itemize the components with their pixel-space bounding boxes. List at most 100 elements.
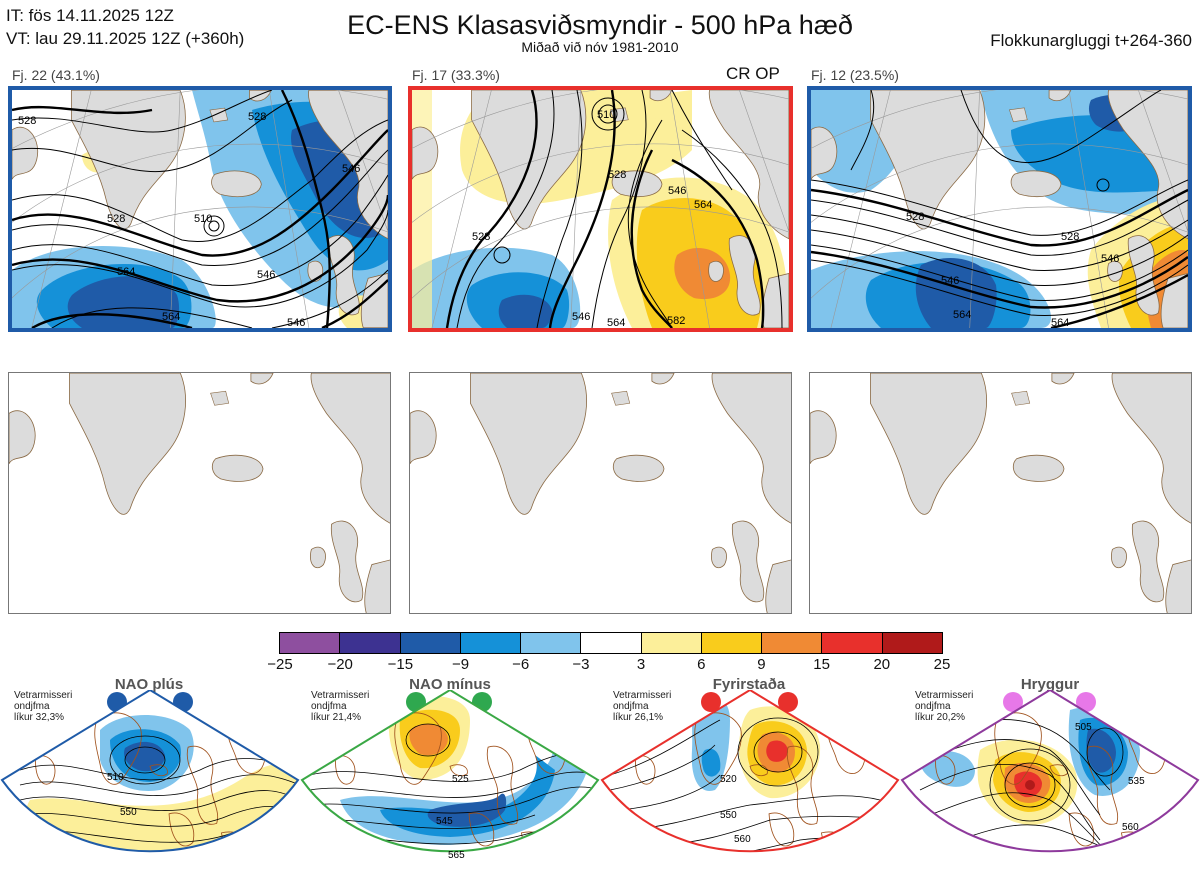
- contour-label: 546: [941, 275, 959, 287]
- note-line: líkur 26,1%: [613, 712, 664, 723]
- colorbar-tick-label: −3: [572, 656, 590, 673]
- contour-label: 528: [107, 213, 125, 225]
- note-line: líkur 20,2%: [915, 712, 966, 723]
- note-line: Vetrarmisseri: [613, 690, 672, 701]
- regime-1-map: 510 550: [0, 690, 300, 853]
- contour-labels: 528 528 510 546 528 546 564 546 564: [18, 111, 360, 328]
- colorbar-swatch: [339, 633, 400, 653]
- empty-map-panel-3: [809, 372, 1192, 614]
- contour-labels: 510 528 546 564 528 546 564 582: [472, 109, 712, 328]
- contour-label: 535: [1128, 776, 1145, 787]
- colorbar-tick-label: 6: [697, 656, 706, 673]
- regime-4-title: Hryggur: [1020, 676, 1080, 693]
- note-line: ondjfma: [915, 701, 951, 712]
- regime-3-title: Fyrirstaða: [712, 676, 786, 693]
- cluster-map-panel-2: 510 528 546 564 528 546 564 582: [408, 86, 793, 332]
- contour-label: 550: [120, 807, 137, 818]
- note-line: Vetrarmisseri: [311, 690, 370, 701]
- contour-labels: 528 528 546 546 564 564: [906, 211, 1119, 328]
- empty-map-panel-2: [409, 372, 792, 614]
- contour-label: 528: [472, 231, 490, 243]
- page-title: EC-ENS Klasasviðsmyndir - 500 hPa hæð: [347, 10, 853, 40]
- note-line: líkur 21,4%: [311, 712, 362, 723]
- colorbar-tick-label: 20: [873, 656, 891, 673]
- colorbar-swatch: [280, 633, 340, 653]
- bold-contours: [811, 188, 1188, 328]
- contour-label: 564: [694, 199, 712, 211]
- contour-label: 510: [107, 772, 124, 783]
- contour-label: 505: [1075, 722, 1092, 733]
- contour-label: 550: [720, 810, 737, 821]
- classification-window: Flokkunargluggi t+264-360: [990, 31, 1192, 50]
- note-line: ondjfma: [613, 701, 649, 712]
- height-contours: [12, 90, 388, 328]
- regime-3-map: 520 550 560: [600, 690, 900, 853]
- contour-label: 564: [162, 311, 180, 323]
- regime-3-note: Vetrarmisseri ondjfma líkur 26,1%: [613, 690, 671, 723]
- note-line: ondjfma: [311, 701, 347, 712]
- panel-2-label: Fj. 17 (33.3%): [412, 67, 500, 83]
- note-line: ondjfma: [14, 701, 50, 712]
- colorbar-tick-label: −20: [327, 656, 353, 673]
- contour-label: 546: [668, 185, 686, 197]
- note-line: Vetrarmisseri: [14, 690, 73, 701]
- contour-label: 528: [906, 211, 924, 223]
- header-info: IT: fös 14.11.2025 12Z VT: lau 29.11.202…: [6, 4, 244, 50]
- empty-map-panel-1: [8, 372, 391, 614]
- init-time: IT: fös 14.11.2025 12Z: [6, 6, 174, 25]
- panel-3-label: Fj. 12 (23.5%): [811, 67, 899, 83]
- contour-label: 582: [667, 315, 685, 327]
- colorbar-tick-label: −6: [512, 656, 530, 673]
- contour-label: 528: [248, 111, 266, 123]
- contour-label: 564: [1051, 317, 1069, 328]
- colorbar-tick-label: −25: [267, 656, 293, 673]
- regime-2-note: Vetrarmisseri ondjfma líkur 21,4%: [311, 690, 369, 723]
- bold-contours: [12, 90, 388, 328]
- colorbar-swatch: [700, 633, 762, 653]
- page-subtitle: Miðað við nóv 1981-2010: [521, 39, 679, 55]
- regime-3-dot-left: [701, 692, 721, 712]
- regime-1-title: NAO plús: [114, 676, 184, 693]
- regime-4-dot-left: [1003, 692, 1023, 712]
- contour-label: 546: [257, 269, 275, 281]
- colorbar-tick-label: 9: [757, 656, 766, 673]
- height-contours: [811, 90, 1188, 316]
- contour-label: 564: [607, 317, 625, 328]
- contour-label: 546: [1101, 253, 1119, 265]
- colorbar-swatch: [640, 633, 701, 653]
- contour-label: 564: [953, 309, 971, 321]
- contour-label: 525: [452, 774, 469, 785]
- colorbar-swatch: [459, 633, 521, 653]
- regime-2-title: NAO mínus: [409, 676, 491, 693]
- contour-label: 528: [1061, 231, 1079, 243]
- contour-label: 546: [572, 311, 590, 323]
- regime-4-map: 505 535 560: [900, 690, 1200, 853]
- note-line: líkur 32,3%: [14, 712, 65, 723]
- colorbar-swatch: [881, 633, 942, 653]
- height-contours: [456, 90, 783, 328]
- contour-label: 546: [287, 317, 305, 328]
- valid-time: VT: lau 29.11.2025 12Z (+360h): [6, 29, 245, 48]
- contour-label: 528: [18, 115, 36, 127]
- colorbar-tick-label: −9: [451, 656, 470, 673]
- contour-label: 564: [117, 266, 135, 278]
- contour-label: 520: [720, 774, 737, 785]
- colorbar-swatch: [821, 633, 882, 653]
- panel-2-tag: CR OP: [726, 64, 780, 83]
- colorbar-tick-label: 3: [636, 656, 646, 673]
- bold-contours: [445, 90, 765, 328]
- regime-4-note: Vetrarmisseri ondjfma líkur 20,2%: [915, 690, 973, 723]
- regime-4-dot-right: [1076, 692, 1096, 712]
- colorbar: [279, 632, 943, 654]
- note-line: Vetrarmisseri: [915, 690, 974, 701]
- colorbar-tick-label: 25: [933, 656, 951, 673]
- contour-label: 510: [194, 213, 212, 225]
- colorbar-swatch: [580, 633, 641, 653]
- contour-label: 560: [734, 834, 751, 845]
- regime-1-note: Vetrarmisseri ondjfma líkur 32,3%: [14, 690, 72, 723]
- colorbar-swatch: [761, 633, 822, 653]
- contour-label: 510: [597, 109, 615, 121]
- colorbar-tick-label: 15: [813, 656, 830, 673]
- colorbar-swatch: [520, 633, 581, 653]
- colorbar-swatch: [399, 633, 460, 653]
